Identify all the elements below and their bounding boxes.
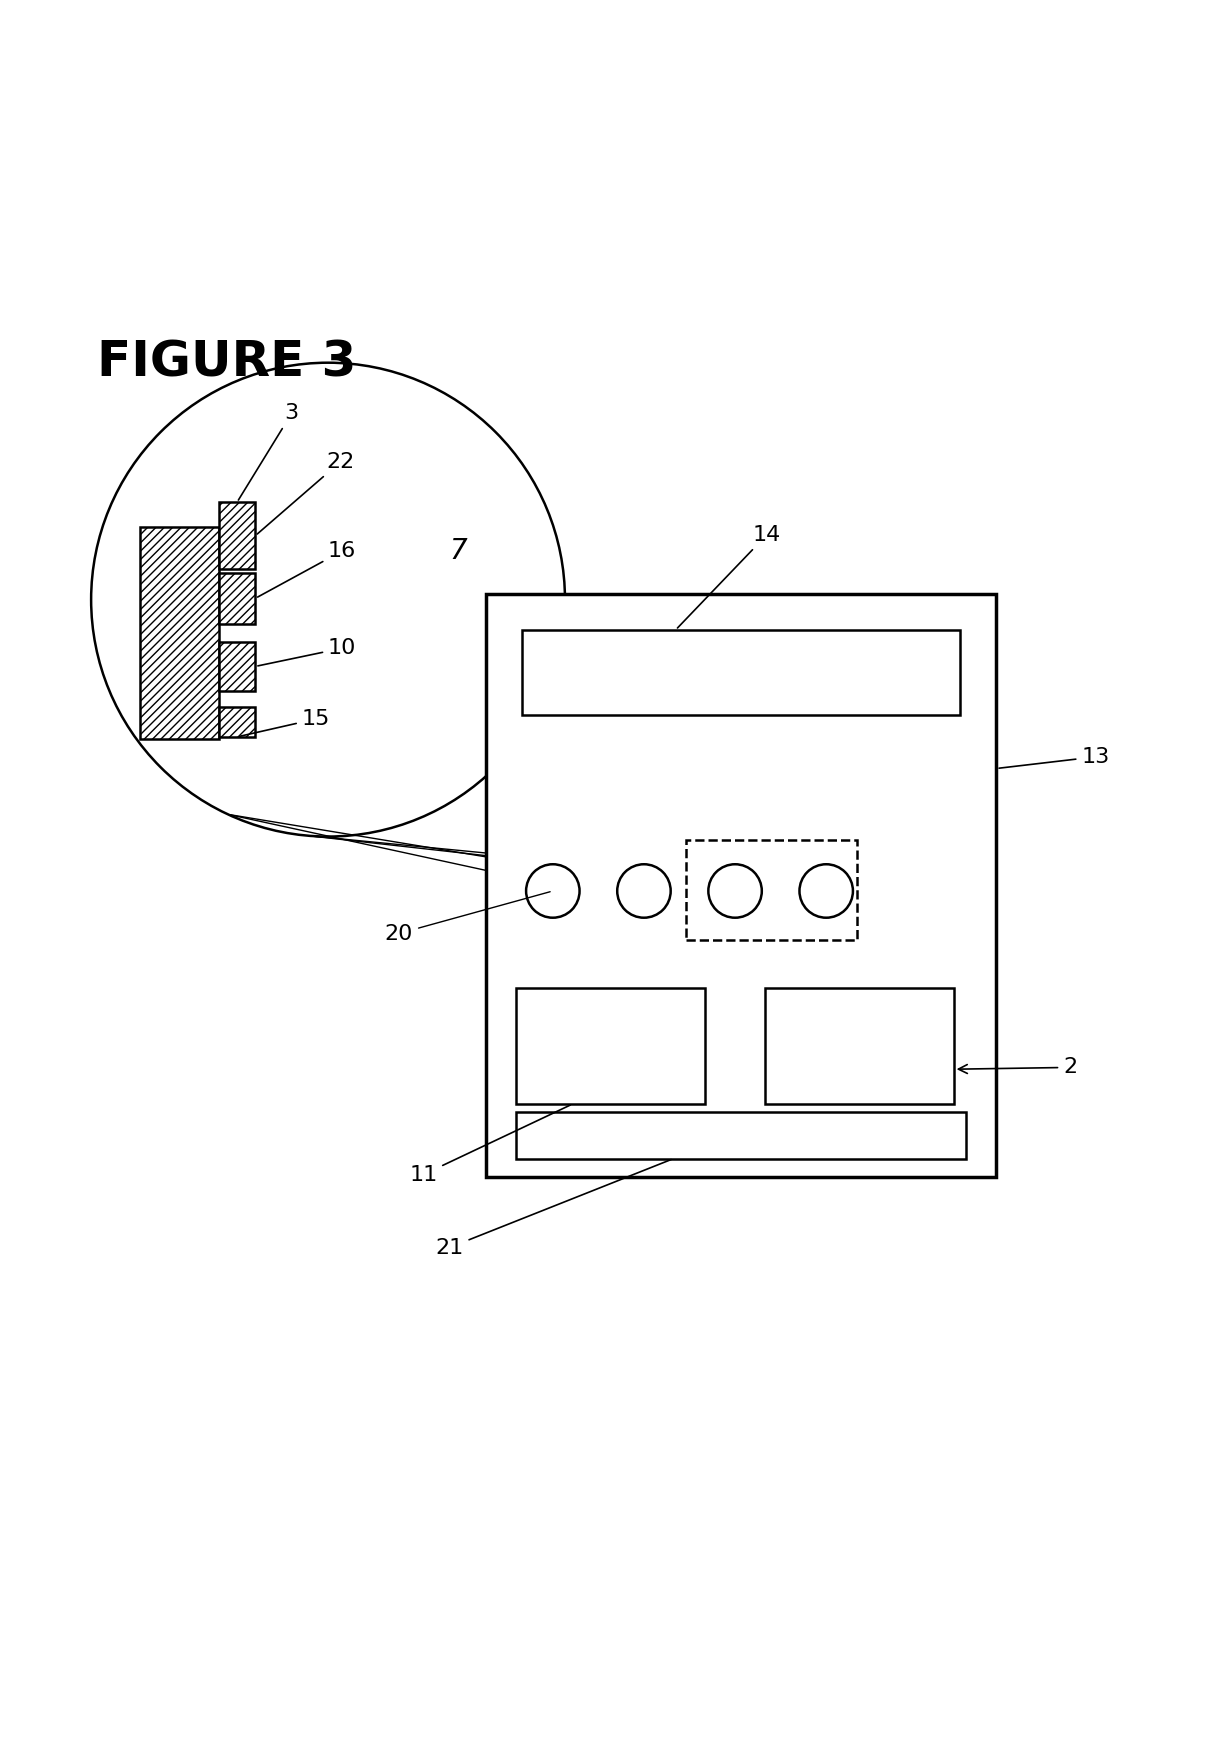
Bar — [765, 988, 954, 1103]
Text: 20: 20 — [385, 892, 550, 943]
Bar — [219, 643, 255, 691]
Bar — [516, 1112, 966, 1159]
Text: 15: 15 — [239, 709, 330, 737]
Text: 7: 7 — [450, 538, 468, 566]
Text: 2: 2 — [959, 1058, 1078, 1077]
Bar — [219, 573, 255, 623]
Text: 22: 22 — [258, 452, 355, 534]
Bar — [686, 840, 857, 939]
Text: 14: 14 — [678, 526, 781, 629]
Text: 10: 10 — [258, 639, 356, 665]
Text: 11: 11 — [409, 1105, 570, 1184]
Text: 3: 3 — [238, 403, 299, 499]
Text: FIGURE 3: FIGURE 3 — [97, 339, 356, 386]
Bar — [522, 630, 960, 716]
Bar — [219, 707, 255, 737]
Bar — [219, 503, 255, 569]
Bar — [140, 527, 219, 739]
Text: 21: 21 — [435, 1159, 671, 1257]
Text: 16: 16 — [258, 541, 356, 597]
Bar — [516, 988, 705, 1103]
Bar — [486, 594, 996, 1177]
Text: 13: 13 — [999, 747, 1109, 768]
